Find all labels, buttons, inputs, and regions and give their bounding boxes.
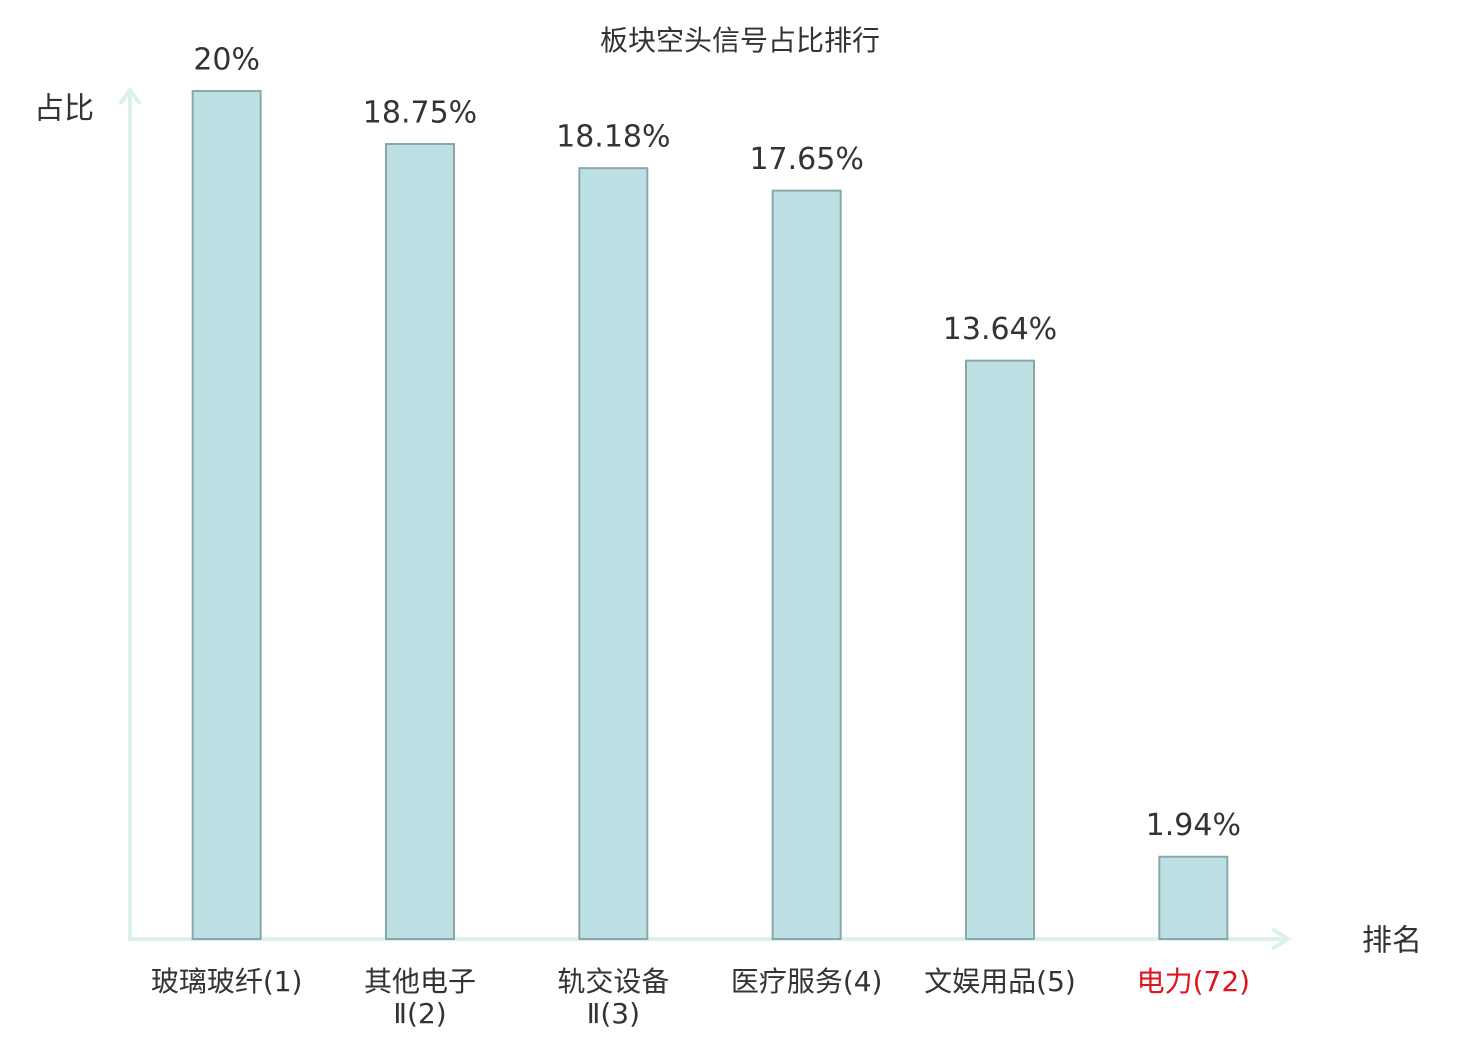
bar [578, 167, 649, 940]
x-tick-label: 医疗服务(4) [730, 965, 883, 998]
x-tick-label: 文娱用品(5) [924, 965, 1076, 998]
bar [1158, 855, 1229, 941]
bar [965, 359, 1035, 940]
x-tick-label: 轨交设备 Ⅱ(3) [557, 965, 670, 1030]
value-label: 20% [193, 43, 260, 78]
bar [191, 90, 262, 940]
x-tick-label: 其他电子 Ⅱ(2) [363, 965, 476, 1030]
bar [385, 143, 455, 940]
value-label: 18.18% [556, 120, 670, 155]
value-label: 13.64% [943, 312, 1057, 347]
y-axis-label: 占比 [34, 92, 94, 127]
x-tick-label: 玻璃玻纤(1) [150, 965, 303, 998]
bar [771, 189, 842, 940]
chart-title: 板块空头信号占比排行 [600, 24, 880, 57]
y-axis-arrow [118, 86, 142, 106]
axes [118, 86, 1292, 951]
value-label: 17.65% [749, 142, 863, 177]
value-label: 1.94% [1146, 808, 1241, 843]
x-tick-label: 电力(72) [1136, 965, 1251, 998]
value-label: 18.75% [363, 96, 477, 131]
x-axis-arrow [1270, 927, 1292, 951]
x-axis-label: 排名 [1362, 924, 1422, 959]
